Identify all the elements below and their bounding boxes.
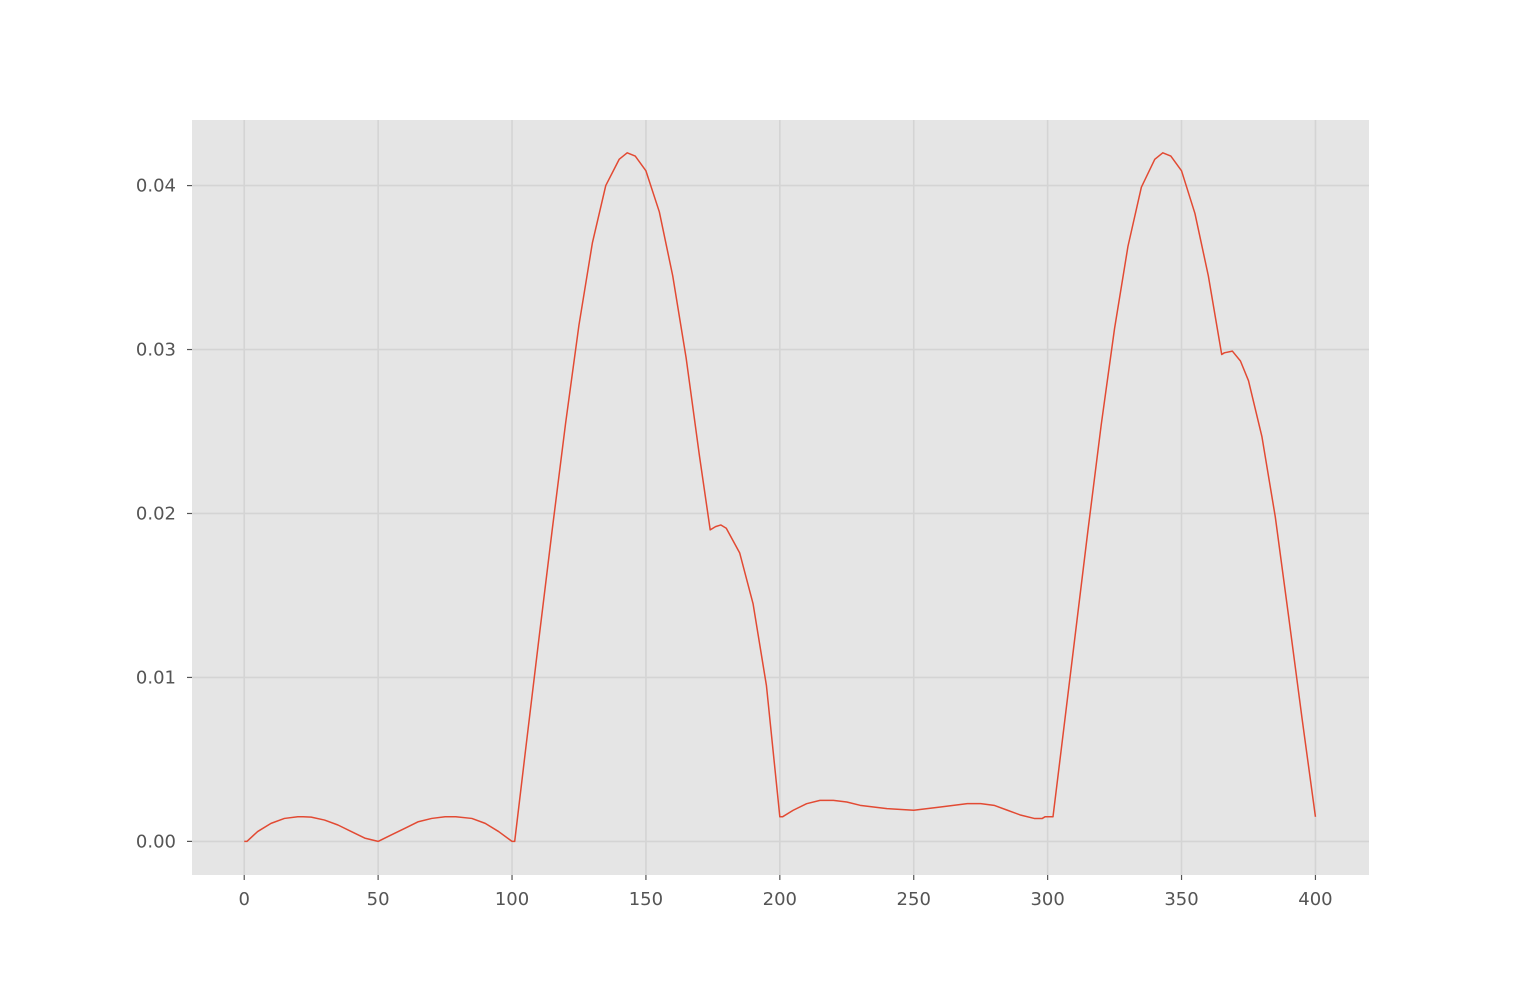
x-tick-label: 250	[897, 889, 931, 910]
x-tick-label: 150	[629, 889, 663, 910]
x-tick-label: 100	[495, 889, 529, 910]
series-layer	[244, 152, 1317, 843]
x-tick-label: 400	[1298, 889, 1332, 910]
x-tick-label: 200	[763, 889, 797, 910]
x-tick-label: 0	[238, 889, 249, 910]
y-tick-label: 0.01	[136, 667, 176, 688]
grid-lines	[192, 120, 1369, 875]
x-tick-label: 50	[367, 889, 390, 910]
x-tick-label: 350	[1164, 889, 1198, 910]
y-tick-label: 0.02	[136, 503, 176, 524]
y-tick-label: 0.00	[136, 831, 176, 852]
x-tick-label: 300	[1030, 889, 1064, 910]
series-line-0	[244, 152, 1317, 843]
axis-ticks: 0 50 100 150 200 250 300 350 400 0.00 0.01 0.02 0.03…	[136, 176, 1333, 910]
y-tick-label: 0.04	[136, 176, 176, 197]
y-tick-label: 0.03	[136, 340, 176, 361]
